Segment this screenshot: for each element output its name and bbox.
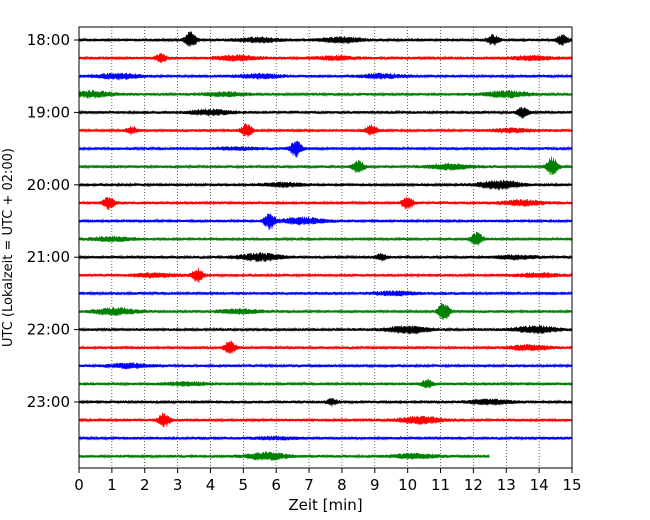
- seismogram-trace: [78, 435, 573, 441]
- seismogram-trace: [78, 31, 573, 47]
- x-tick-label: 2: [140, 476, 150, 494]
- seismogram-trace: [78, 123, 573, 138]
- x-tick-label: 6: [271, 476, 281, 494]
- plot-frame: [78, 26, 573, 469]
- seismogram-trace: [78, 325, 573, 335]
- x-tick-label: 4: [206, 476, 216, 494]
- seismogram-trace: [78, 398, 573, 407]
- y-tick-label: 21:00: [27, 248, 70, 266]
- seismogram-trace: [78, 340, 573, 354]
- seismogram-trace: [78, 231, 573, 246]
- seismogram-trace: [78, 213, 573, 230]
- seismogram-trace: [78, 302, 573, 320]
- x-tick-label: 9: [370, 476, 380, 494]
- y-axis-ticks: 18:00 19:00 20:00 21:00 22:00 23:00: [27, 31, 79, 411]
- seismogram-traces: [78, 31, 573, 461]
- x-axis-label: Zeit [min]: [288, 496, 362, 514]
- x-tick-label: 8: [337, 476, 347, 494]
- x-tick-label: 7: [304, 476, 314, 494]
- x-tick-label: 10: [398, 476, 417, 494]
- x-tick-label: 11: [431, 476, 450, 494]
- x-tick-label: 15: [562, 476, 581, 494]
- seismogram-trace: [78, 379, 573, 389]
- seismogram-trace: [78, 196, 573, 210]
- seismogram-trace: [78, 362, 573, 370]
- seismogram-trace: [78, 52, 573, 64]
- x-tick-label: 13: [497, 476, 516, 494]
- seismogram-trace: [78, 252, 573, 263]
- seismogram-trace: [78, 106, 573, 119]
- x-tick-label: 3: [173, 476, 183, 494]
- y-tick-label: 23:00: [27, 393, 70, 411]
- x-tick-label: 0: [74, 476, 84, 494]
- seismogram-trace: [78, 179, 573, 191]
- seismogram-trace: [78, 90, 573, 99]
- x-tick-label: 1: [107, 476, 117, 494]
- seismogram-trace: [78, 267, 573, 283]
- y-tick-label: 22:00: [27, 321, 70, 339]
- y-tick-label: 18:00: [27, 31, 70, 49]
- x-axis-ticks: 0 1 2 3 4 5 6 7 8 9 10 11 12 13 14 15: [74, 468, 582, 494]
- y-tick-label: 19:00: [27, 103, 70, 121]
- y-tick-label: 20:00: [27, 176, 70, 194]
- seismogram-trace: [78, 451, 490, 461]
- seismogram-trace: [78, 290, 573, 297]
- x-tick-label: 5: [239, 476, 249, 494]
- y-axis-label: UTC (Lokalzeit = UTC + 02:00): [1, 148, 16, 347]
- seismogram-trace: [78, 156, 573, 176]
- seismogram-trace: [78, 140, 573, 158]
- x-tick-label: 12: [464, 476, 483, 494]
- seismogram-trace: [78, 412, 573, 428]
- x-tick-label: 14: [530, 476, 549, 494]
- seismogram-trace: [78, 72, 573, 81]
